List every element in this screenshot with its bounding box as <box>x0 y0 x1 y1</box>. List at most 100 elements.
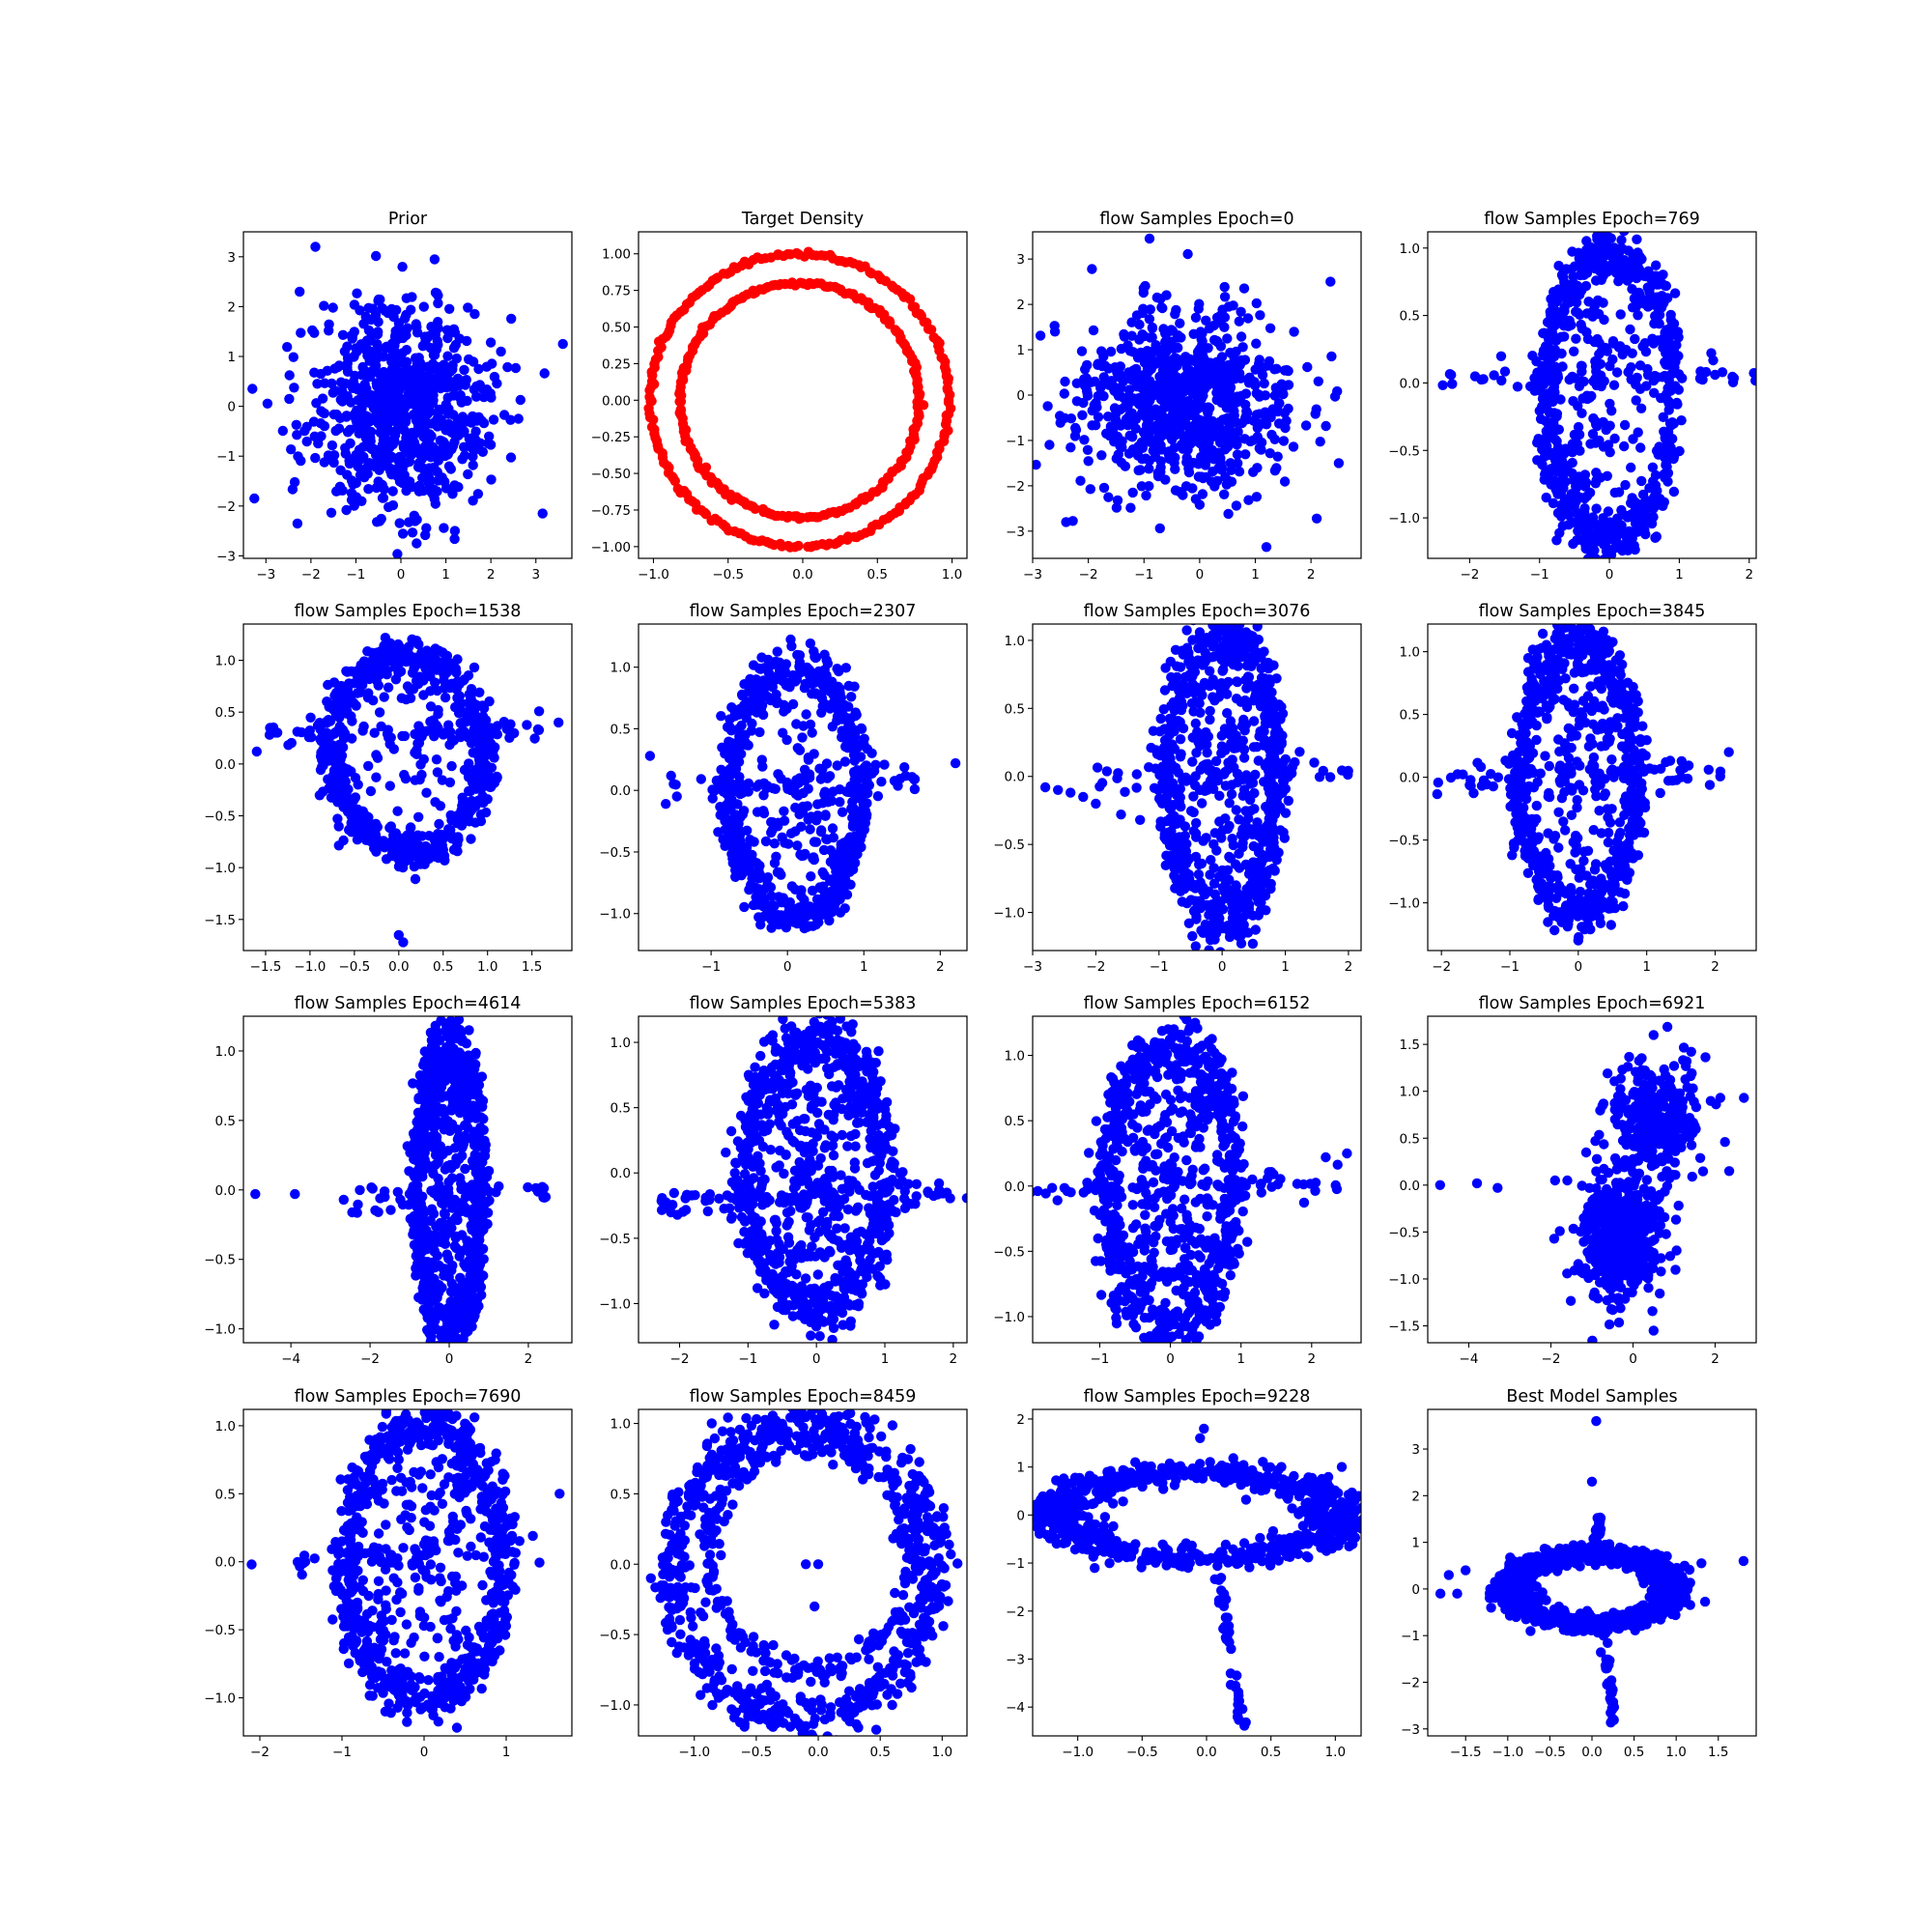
data-point <box>412 375 423 385</box>
data-point <box>1122 420 1133 431</box>
data-point <box>748 899 759 911</box>
data-point <box>1239 434 1250 444</box>
data-point <box>350 792 361 803</box>
data-point <box>401 309 412 321</box>
data-point <box>415 759 426 770</box>
data-point <box>1164 803 1175 813</box>
x-tick-label: −1.5 <box>250 959 282 975</box>
data-point <box>754 726 765 738</box>
data-point <box>1662 431 1673 441</box>
data-point <box>1205 357 1216 368</box>
data-point <box>826 901 838 912</box>
data-point <box>696 774 706 784</box>
data-point <box>424 463 435 473</box>
data-point <box>425 686 436 696</box>
data-point <box>334 481 346 492</box>
data-point <box>411 319 421 329</box>
data-point <box>1175 318 1185 328</box>
data-point <box>1549 386 1560 398</box>
data-point <box>1619 419 1631 431</box>
data-point <box>1478 374 1489 384</box>
data-point <box>431 654 441 666</box>
data-point <box>1243 495 1254 505</box>
data-point <box>363 484 374 495</box>
x-tick-label: −1.0 <box>295 959 327 975</box>
data-point <box>1221 442 1232 453</box>
x-tick-label: −0.5 <box>338 959 370 975</box>
data-point <box>425 716 436 727</box>
data-point <box>1183 918 1195 928</box>
data-point <box>1728 373 1740 384</box>
data-point <box>998 336 1008 346</box>
data-point <box>1103 492 1114 502</box>
data-point <box>739 738 751 750</box>
data-point <box>1182 248 1193 260</box>
data-point <box>393 929 404 941</box>
data-point <box>743 786 753 797</box>
data-point <box>397 730 408 742</box>
data-point <box>720 781 731 792</box>
data-point <box>1136 481 1148 492</box>
data-point <box>1550 364 1562 375</box>
data-point <box>818 909 829 920</box>
data-point <box>334 712 345 723</box>
data-point <box>1260 390 1271 401</box>
data-point <box>778 727 788 738</box>
scatter-points <box>643 246 956 553</box>
data-point <box>943 397 954 408</box>
data-point <box>1035 330 1046 341</box>
data-point <box>1569 261 1580 271</box>
data-point <box>867 748 877 758</box>
data-point <box>736 704 748 716</box>
data-point <box>431 754 442 765</box>
subplot-title: flow Samples Epoch=769 <box>1484 210 1700 229</box>
data-point <box>392 549 403 558</box>
data-point <box>1152 408 1164 419</box>
data-point <box>1105 421 1117 432</box>
data-point <box>1251 388 1263 399</box>
data-point <box>386 352 397 362</box>
data-point <box>1141 453 1151 464</box>
data-point <box>452 654 463 665</box>
data-point <box>726 794 737 805</box>
data-point <box>1632 234 1642 244</box>
data-point <box>1329 391 1341 402</box>
data-point <box>399 357 410 368</box>
data-point <box>324 755 334 766</box>
data-point <box>379 692 389 702</box>
data-point <box>1635 403 1647 413</box>
data-point <box>403 388 413 400</box>
data-point <box>1300 420 1312 431</box>
data-point <box>342 807 354 817</box>
data-point <box>1264 323 1276 333</box>
y-tick-label: 0.0 <box>215 757 236 773</box>
data-point <box>1070 422 1081 434</box>
data-point <box>1658 500 1668 511</box>
data-point <box>737 809 749 820</box>
data-point <box>1135 442 1146 453</box>
data-point <box>486 474 497 485</box>
data-point <box>814 882 825 893</box>
data-point <box>371 345 383 355</box>
data-point <box>1085 484 1096 495</box>
data-point <box>362 469 373 479</box>
data-point <box>1077 410 1088 420</box>
data-point <box>1220 471 1231 482</box>
data-point <box>1219 292 1231 302</box>
data-point <box>744 685 754 696</box>
data-point <box>1257 370 1268 381</box>
data-point <box>1673 384 1685 395</box>
data-point <box>1587 311 1598 322</box>
data-point <box>1627 348 1637 358</box>
y-tick-label: −0.5 <box>204 810 236 825</box>
data-point <box>440 855 450 866</box>
data-point <box>1044 440 1055 450</box>
y-tick-label: 0.0 <box>1400 376 1420 391</box>
data-point <box>1269 390 1281 401</box>
data-point <box>469 384 480 395</box>
data-point <box>312 720 324 731</box>
data-point <box>792 840 803 851</box>
data-point <box>1628 512 1638 524</box>
data-point <box>730 763 741 774</box>
data-point <box>1190 312 1202 323</box>
